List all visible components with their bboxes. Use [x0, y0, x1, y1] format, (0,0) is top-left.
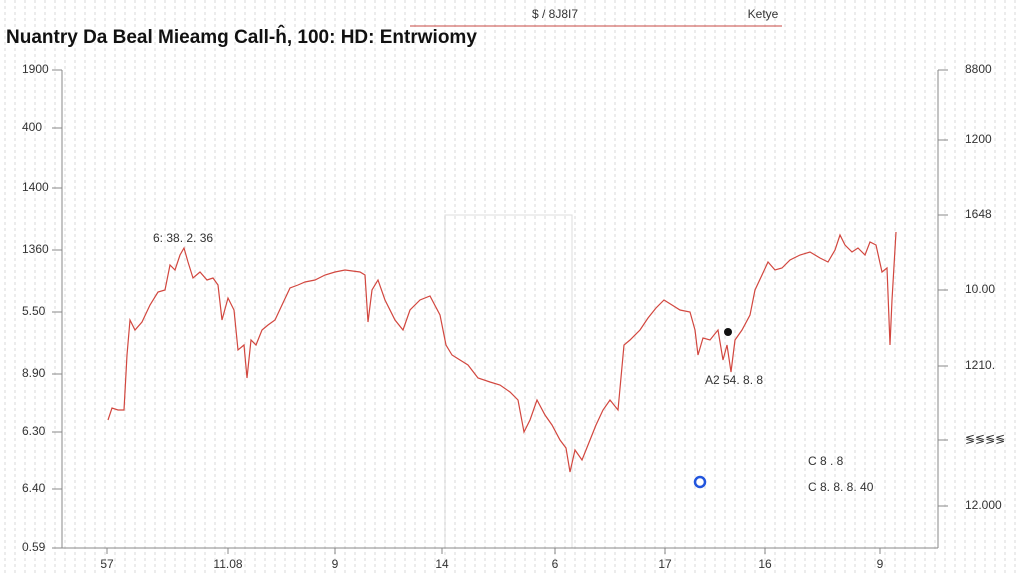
y2-tick-label: 1648 — [965, 207, 992, 221]
annotation: A2 54. 8. 8 — [705, 373, 763, 387]
x-tick-label: 9 — [332, 557, 339, 571]
x-tick-label: 16 — [758, 557, 772, 571]
data-line — [107, 231, 897, 473]
x-tick-label: 17 — [658, 557, 672, 571]
annotation: C 8. 8. 8. 40 — [808, 480, 874, 494]
annotation: $ / 8J8I7 — [532, 7, 578, 21]
y2-tick-label: 1200 — [965, 132, 992, 146]
y2-tick-label: 8800 — [965, 62, 992, 76]
y2-tick-label: 12.000 — [965, 498, 1002, 512]
x-tick-label: 57 — [100, 557, 114, 571]
chart-title: Nuantry Da Beal Mieamg Call-ĥ, 100: HD: … — [6, 25, 477, 48]
y-tick-label: 8.90 — [22, 366, 46, 380]
y-tick-label: 0.59 — [22, 540, 46, 554]
plot: 1900 400 1400 1360 5.50 8.90 6.30 6.40 0.59 8800 1… — [22, 7, 1005, 571]
annotation: Ketye — [748, 7, 779, 21]
y2-tick-label: 10.00 — [965, 282, 995, 296]
y2-tick-label: ≶≶≶≶ — [965, 432, 1005, 446]
y-tick-label: 1900 — [22, 62, 49, 76]
marker — [693, 475, 707, 489]
x-tick-label: 11.08 — [213, 557, 242, 571]
annotation: 6: 38. 2. 36 — [153, 231, 213, 245]
annotation: C 8 . 8 — [808, 454, 844, 468]
y-tick-label: 6.40 — [22, 481, 46, 495]
x-tick-label: 14 — [435, 557, 449, 571]
y2-tick-label: 1210. — [965, 358, 995, 372]
x-tick-label: 9 — [877, 557, 884, 571]
x-tick-label: 6 — [552, 557, 559, 571]
y-tick-label: 5.50 — [22, 304, 46, 318]
y-tick-label: 1360 — [22, 242, 49, 256]
y-tick-label: 400 — [22, 120, 42, 134]
y-tick-label: 1400 — [22, 180, 49, 194]
y-tick-label: 6.30 — [22, 424, 46, 438]
marker — [724, 328, 732, 336]
